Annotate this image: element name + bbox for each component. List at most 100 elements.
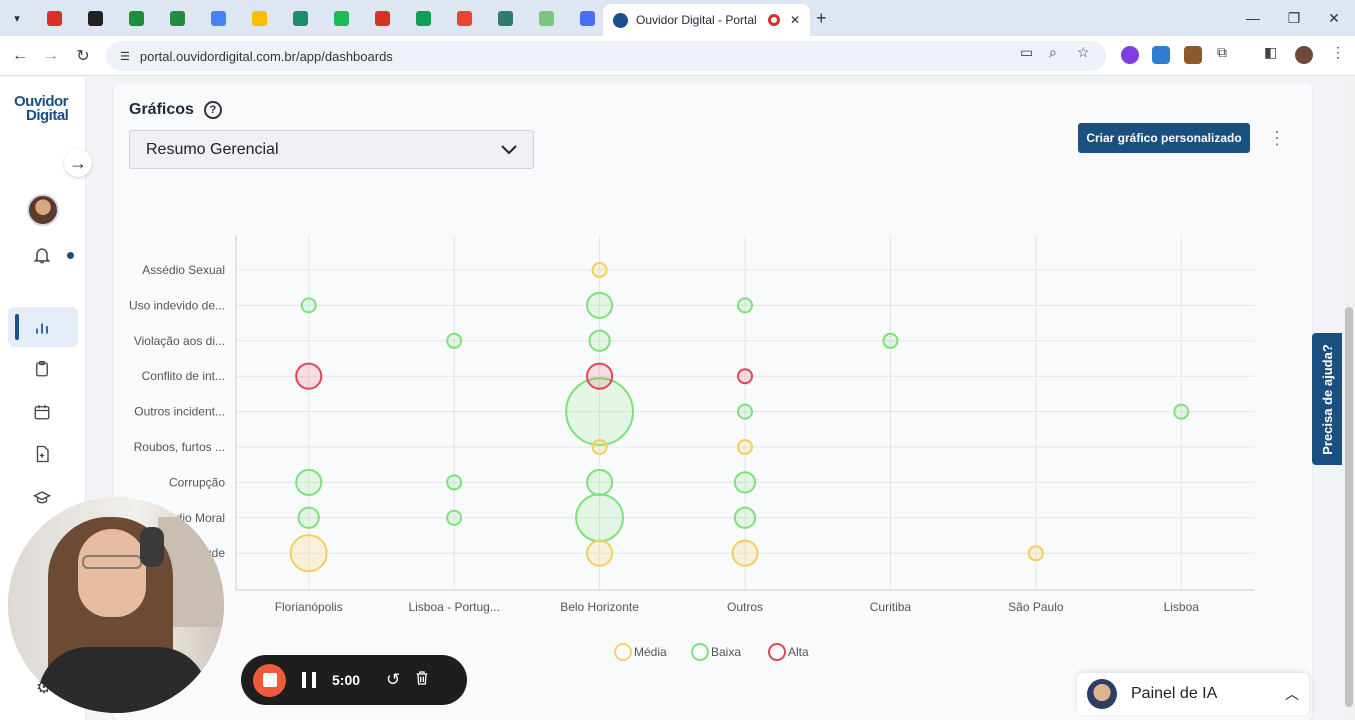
profile-avatar[interactable]: [1295, 46, 1313, 64]
y-tick-label: Uso indevido de...: [129, 298, 225, 312]
recorder-controls: 5:00 ↺: [241, 655, 467, 705]
extension-icon[interactable]: [1152, 46, 1170, 64]
avatar[interactable]: [27, 194, 59, 226]
help-circle-icon[interactable]: ?: [203, 101, 222, 119]
recording-timer: 5:00: [332, 672, 361, 688]
pinned-tab[interactable]: [526, 0, 567, 36]
puzzle-icon[interactable]: ⧉: [1217, 44, 1227, 60]
minimize-button[interactable]: —: [1246, 10, 1260, 26]
bar-chart-icon[interactable]: [28, 313, 56, 341]
forward-button[interactable]: →: [43, 47, 59, 64]
menu-icon[interactable]: ⋮: [1331, 44, 1345, 60]
pinned-tab[interactable]: [157, 0, 198, 36]
pinned-tab[interactable]: [485, 0, 526, 36]
bubble-point: [586, 362, 614, 390]
x-tick-label: São Paulo: [1008, 600, 1064, 614]
stop-recording-button[interactable]: [253, 663, 286, 697]
tab-favicon-icon: [498, 10, 513, 26]
webcam-person-body: [38, 647, 208, 713]
tab-search-button[interactable]: ▾: [14, 12, 20, 25]
bubble-point: [737, 368, 753, 385]
extension-icon[interactable]: [1121, 46, 1139, 64]
tab-favicon-icon: [293, 10, 308, 26]
active-tab[interactable]: Ouvidor Digital - Portal ✕: [603, 4, 810, 36]
more-options-icon[interactable]: ⋮: [1268, 127, 1286, 148]
camera-icon[interactable]: ▭: [1020, 44, 1034, 60]
tab-favicon-icon: [211, 10, 226, 26]
bubble-chart: Assédio Sexual Uso indevido de... Violação…: [129, 235, 1254, 661]
bubble-point: [586, 539, 614, 567]
calendar-icon[interactable]: [28, 398, 56, 426]
pause-icon[interactable]: [302, 672, 316, 688]
bubble-point: [737, 297, 753, 314]
bubble-point: [575, 493, 625, 543]
ai-panel-toggle[interactable]: Painel de IA ︿: [1077, 673, 1309, 715]
dashboard-card: [113, 83, 1312, 720]
ai-panel-label: Painel de IA: [1131, 685, 1218, 702]
create-custom-chart-button[interactable]: Criar gráfico personalizado: [1078, 123, 1250, 153]
chevron-down-icon: [501, 144, 517, 154]
scroll-thumb[interactable]: [1345, 307, 1353, 707]
bubble-point: [1027, 545, 1044, 562]
logo[interactable]: Ouvidor Digital: [14, 94, 74, 124]
legend-label: Alta: [788, 645, 809, 659]
zoom-icon[interactable]: ⌕: [1049, 44, 1057, 60]
pinned-tab[interactable]: [403, 0, 444, 36]
chart-type-select[interactable]: Resumo Gerencial: [129, 130, 534, 169]
pinned-tab[interactable]: [239, 0, 280, 36]
bell-icon[interactable]: [28, 241, 56, 269]
legend-label: Média: [634, 645, 667, 659]
bubble-point: [446, 332, 463, 349]
new-tab-button[interactable]: +: [816, 8, 827, 28]
y-tick-label: Roubos, furtos ...: [134, 440, 225, 454]
logo-line-2: Digital: [26, 107, 69, 124]
pinned-tab[interactable]: [321, 0, 362, 36]
close-window-button[interactable]: ✕: [1328, 9, 1340, 26]
bookmark-star-icon[interactable]: ☆: [1077, 44, 1090, 60]
tab-favicon-icon: [375, 10, 390, 26]
expand-sidebar-icon[interactable]: →: [64, 149, 92, 177]
notification-dot: [67, 252, 74, 259]
bubble-point: [1173, 403, 1190, 420]
pinned-tab[interactable]: [280, 0, 321, 36]
sidebar-item-dashboards[interactable]: [8, 307, 78, 347]
bubble-point: [882, 332, 899, 349]
pinned-tab[interactable]: [75, 0, 116, 36]
reload-button[interactable]: ↻: [76, 48, 90, 65]
back-button[interactable]: ←: [12, 47, 28, 64]
url-field[interactable]: ☰ portal.ouvidordigital.com.br/app/dashb…: [106, 41, 1106, 71]
legend-marker: [768, 643, 786, 661]
tab-favicon-icon: [129, 10, 144, 26]
y-tick-label: Conflito de int...: [142, 369, 225, 383]
trash-icon[interactable]: [414, 669, 430, 691]
bubble-point: [586, 291, 614, 319]
close-tab-icon[interactable]: ✕: [789, 13, 800, 27]
help-tab[interactable]: Precisa de ajuda?: [1312, 333, 1342, 465]
pinned-tab[interactable]: [198, 0, 239, 36]
pinned-tab[interactable]: [362, 0, 403, 36]
active-indicator: [15, 314, 19, 340]
webcam-overlay[interactable]: [8, 497, 224, 713]
x-tick-label: Belo Horizonte: [560, 600, 639, 614]
bubble-point: [733, 506, 757, 529]
pinned-tab[interactable]: [567, 0, 608, 36]
bubble-point: [565, 377, 634, 446]
restore-button[interactable]: ❐: [1287, 9, 1301, 26]
tab-favicon-icon: [416, 10, 431, 26]
pinned-tab[interactable]: [34, 0, 75, 36]
legend-label: Baixa: [711, 645, 741, 659]
y-tick-label: Outros incident...: [134, 405, 225, 419]
pinned-tab[interactable]: [116, 0, 157, 36]
file-plus-icon[interactable]: [28, 440, 56, 468]
bubble-point: [737, 439, 753, 455]
tab-favicon-icon: [252, 10, 267, 26]
site-info-icon[interactable]: ☰: [120, 50, 130, 63]
restart-icon[interactable]: ↺: [386, 670, 401, 689]
clipboard-icon[interactable]: [28, 355, 56, 383]
side-panel-icon[interactable]: ◧: [1264, 44, 1278, 60]
ai-assistant-avatar: [1087, 679, 1117, 709]
x-tick-label: Lisboa: [1164, 600, 1200, 614]
pinned-tab[interactable]: [444, 0, 485, 36]
extension-icon[interactable]: [1184, 46, 1202, 64]
page-scrollbar[interactable]: [1343, 77, 1355, 720]
